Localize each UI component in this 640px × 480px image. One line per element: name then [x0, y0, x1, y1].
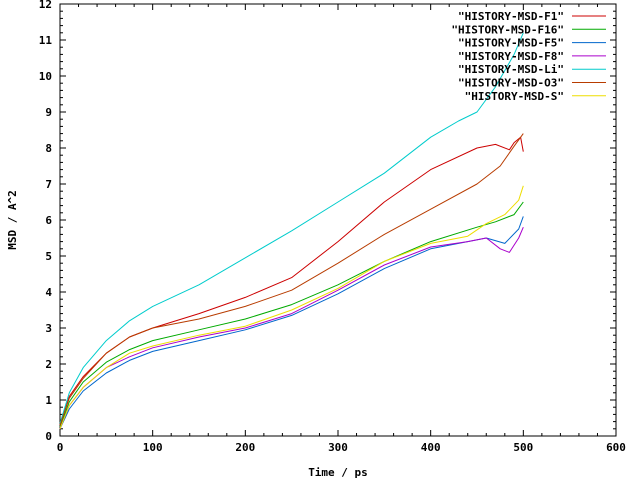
plot-area: [59, 3, 617, 437]
series-line-3: [59, 227, 524, 429]
series-line-1: [59, 201, 524, 428]
legend-label: "HISTORY-MSD-F16": [451, 23, 564, 36]
legend-label: "HISTORY-MSD-F5": [458, 37, 564, 50]
x-tick-label: 0: [57, 441, 64, 454]
y-tick-label: 9: [45, 106, 52, 119]
series-line-2: [59, 216, 524, 430]
x-tick-label: 100: [143, 441, 163, 454]
y-tick-label: 11: [39, 34, 53, 47]
y-tick-label: 7: [45, 178, 52, 191]
legend: "HISTORY-MSD-F1""HISTORY-MSD-F16""HISTOR…: [451, 10, 606, 103]
y-tick-label: 4: [45, 286, 52, 299]
y-tick-label: 1: [45, 394, 52, 407]
axis-ticks: [59, 3, 617, 437]
legend-label: "HISTORY-MSD-F8": [458, 50, 564, 63]
series-line-5: [59, 133, 524, 426]
legend-label: "HISTORY-MSD-Li": [458, 63, 564, 76]
x-tick-label: 200: [235, 441, 255, 454]
series-line-0: [59, 136, 524, 426]
series-line-6: [59, 185, 524, 429]
x-tick-label: 500: [513, 441, 533, 454]
y-tick-label: 0: [45, 430, 52, 443]
series-lines: [59, 32, 524, 430]
legend-label: "HISTORY-MSD-F1": [458, 10, 564, 23]
x-tick-labels: 0 100 200 300 400 500 600: [57, 441, 626, 454]
legend-label: "HISTORY-MSD-S": [465, 90, 564, 103]
x-axis-label: Time / ps: [308, 466, 368, 479]
y-tick-label: 10: [39, 70, 52, 83]
y-tick-label: 3: [45, 322, 52, 335]
y-axis-label: MSD / A^2: [6, 190, 19, 250]
y-tick-label: 2: [45, 358, 52, 371]
x-tick-label: 300: [328, 441, 348, 454]
y-tick-label: 8: [45, 142, 52, 155]
y-tick-label: 5: [45, 250, 52, 263]
y-tick-label: 6: [45, 214, 52, 227]
y-tick-label: 12: [39, 0, 52, 11]
legend-label: "HISTORY-MSD-O3": [458, 77, 564, 90]
x-tick-label: 600: [606, 441, 626, 454]
series-line-4: [59, 32, 524, 424]
x-tick-label: 400: [421, 441, 441, 454]
